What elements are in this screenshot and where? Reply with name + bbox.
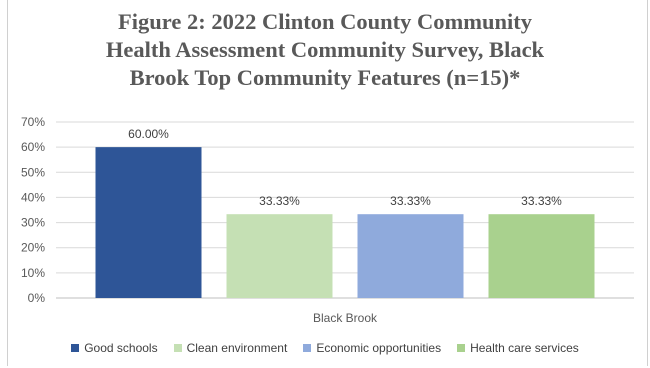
y-tick-label: 10% [21,266,45,280]
y-tick-label: 70% [21,115,45,129]
chart-title: Figure 2: 2022 Clinton County Community … [0,8,650,92]
data-label: 33.33% [390,194,431,208]
legend-swatch [71,344,80,352]
chart-frame [7,0,648,366]
y-tick-label: 40% [21,190,45,204]
legend-item: Good schools [71,341,158,355]
legend-item: Health care services [457,341,579,355]
data-label: 33.33% [259,194,300,208]
legend-label: Clean environment [186,341,288,355]
chart-title-line-3: Brook Top Community Features (n=15)* [129,65,521,90]
y-tick-label: 60% [21,140,45,154]
bar [226,214,333,298]
bar [357,214,464,298]
legend-swatch [173,344,182,352]
bar [488,214,595,298]
x-category-label: Black Brook [313,311,378,325]
legend-item: Economic opportunities [303,341,441,355]
y-tick-label: 20% [21,241,45,255]
legend-label: Good schools [84,341,158,355]
legend-swatch [303,344,312,352]
data-label: 33.33% [521,194,562,208]
y-tick-label: 0% [28,291,46,305]
y-tick-label: 30% [21,216,45,230]
bar [95,147,202,298]
legend-swatch [457,344,466,352]
y-tick-label: 50% [21,165,45,179]
chart-legend: Good schools Clean environment Economic op… [0,338,650,358]
data-label: 60.00% [128,127,169,141]
legend-label: Health care services [470,341,579,355]
legend-label: Economic opportunities [316,341,442,355]
legend-item: Clean environment [173,341,288,355]
chart-title-line-2: Health Assessment Community Survey, Blac… [105,37,545,62]
chart-title-line-1: Figure 2: 2022 Clinton County Community [118,9,532,34]
